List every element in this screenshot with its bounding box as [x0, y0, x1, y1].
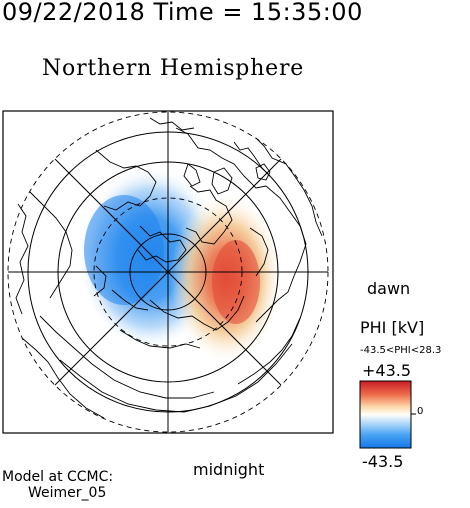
colorbar-zero-label: 0: [417, 406, 424, 417]
colorbar-min-label: -43.5: [362, 452, 404, 471]
timestamp: 09/22/2018 Time = 15:35:00: [2, 0, 363, 26]
colorbar-gradient: [359, 380, 412, 449]
coastlines: [15, 117, 323, 419]
dawn-label: dawn: [367, 279, 411, 298]
potential-contours: [78, 166, 282, 362]
colorbar-quantity-label: PHI [kV]: [360, 318, 425, 337]
colorbar-range-label: -43.5<PHI<28.3: [360, 345, 442, 356]
model-credit-line1: Model at CCMC:: [2, 469, 114, 485]
midnight-label: midnight: [193, 460, 265, 479]
colorbar-max-label: +43.5: [362, 361, 412, 380]
map-frame: [2, 110, 334, 434]
model-credit-line2: Weimer_05: [28, 485, 107, 501]
plot-title: Northern Hemisphere: [42, 56, 305, 81]
colorbar: [359, 380, 416, 449]
lat-lon-grid: [7, 111, 329, 433]
